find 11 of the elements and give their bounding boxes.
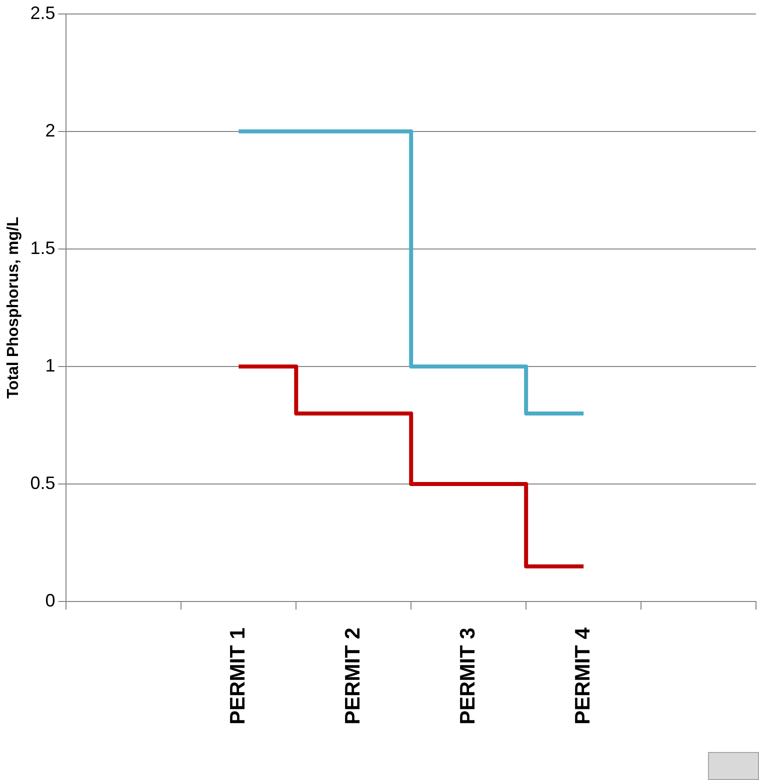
x-tick-label: PERMIT 2 — [341, 628, 364, 724]
y-tick-label: 2 — [45, 120, 56, 140]
y-tick-label: 0 — [45, 590, 56, 611]
x-tick-label: PERMIT 4 — [571, 627, 594, 724]
y-tick-label: 2.5 — [30, 2, 56, 23]
x-tick-label: PERMIT 3 — [456, 628, 480, 724]
y-tick-label: 0.5 — [30, 473, 56, 494]
y-axis-title: Total Phosphorus, mg/L — [5, 216, 22, 399]
y-tick-label: 1 — [45, 355, 56, 376]
y-tick-label: 1.5 — [30, 238, 56, 258]
x-tick-label: PERMIT 1 — [226, 627, 250, 724]
